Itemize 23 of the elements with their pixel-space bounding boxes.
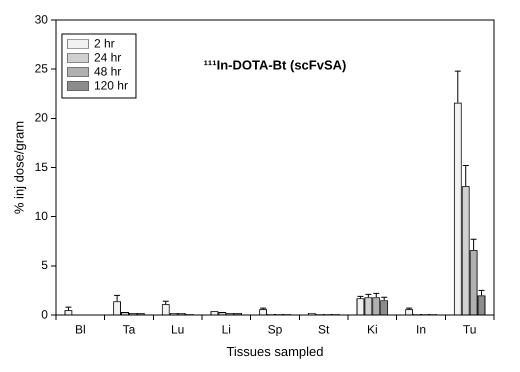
legend-label: 2 hr (94, 36, 115, 50)
y-tick-label: 10 (34, 208, 48, 223)
y-axis-title: % inj dose/gram (11, 120, 26, 214)
legend-label: 24 hr (94, 50, 122, 64)
text: ¹¹¹In-DOTA-Bt (scFvSA) (204, 58, 346, 73)
x-tick-label: Bl (74, 322, 86, 337)
x-tick-label: In (416, 322, 426, 337)
y-tick-label: 5 (41, 258, 48, 272)
x-tick-label: Sp (268, 322, 283, 337)
y-tick-label: 30 (34, 12, 48, 26)
x-tick-label: Tu (462, 322, 476, 337)
y-tick-label: 25 (34, 61, 48, 76)
x-tick-label: St (318, 322, 330, 337)
legend-label: 120 hr (94, 78, 128, 92)
legend-label: 48 hr (94, 64, 122, 78)
y-tick-label: 15 (34, 160, 48, 174)
y-tick-label: 0 (41, 307, 48, 322)
x-tick-label: Lu (170, 322, 184, 337)
x-tick-label: Li (222, 322, 231, 337)
y-tick-label: 20 (34, 110, 48, 125)
x-axis-title: Tissues sampled (226, 344, 324, 359)
x-tick-label: Ta (122, 322, 136, 337)
x-tick-label: Ki (366, 322, 378, 337)
